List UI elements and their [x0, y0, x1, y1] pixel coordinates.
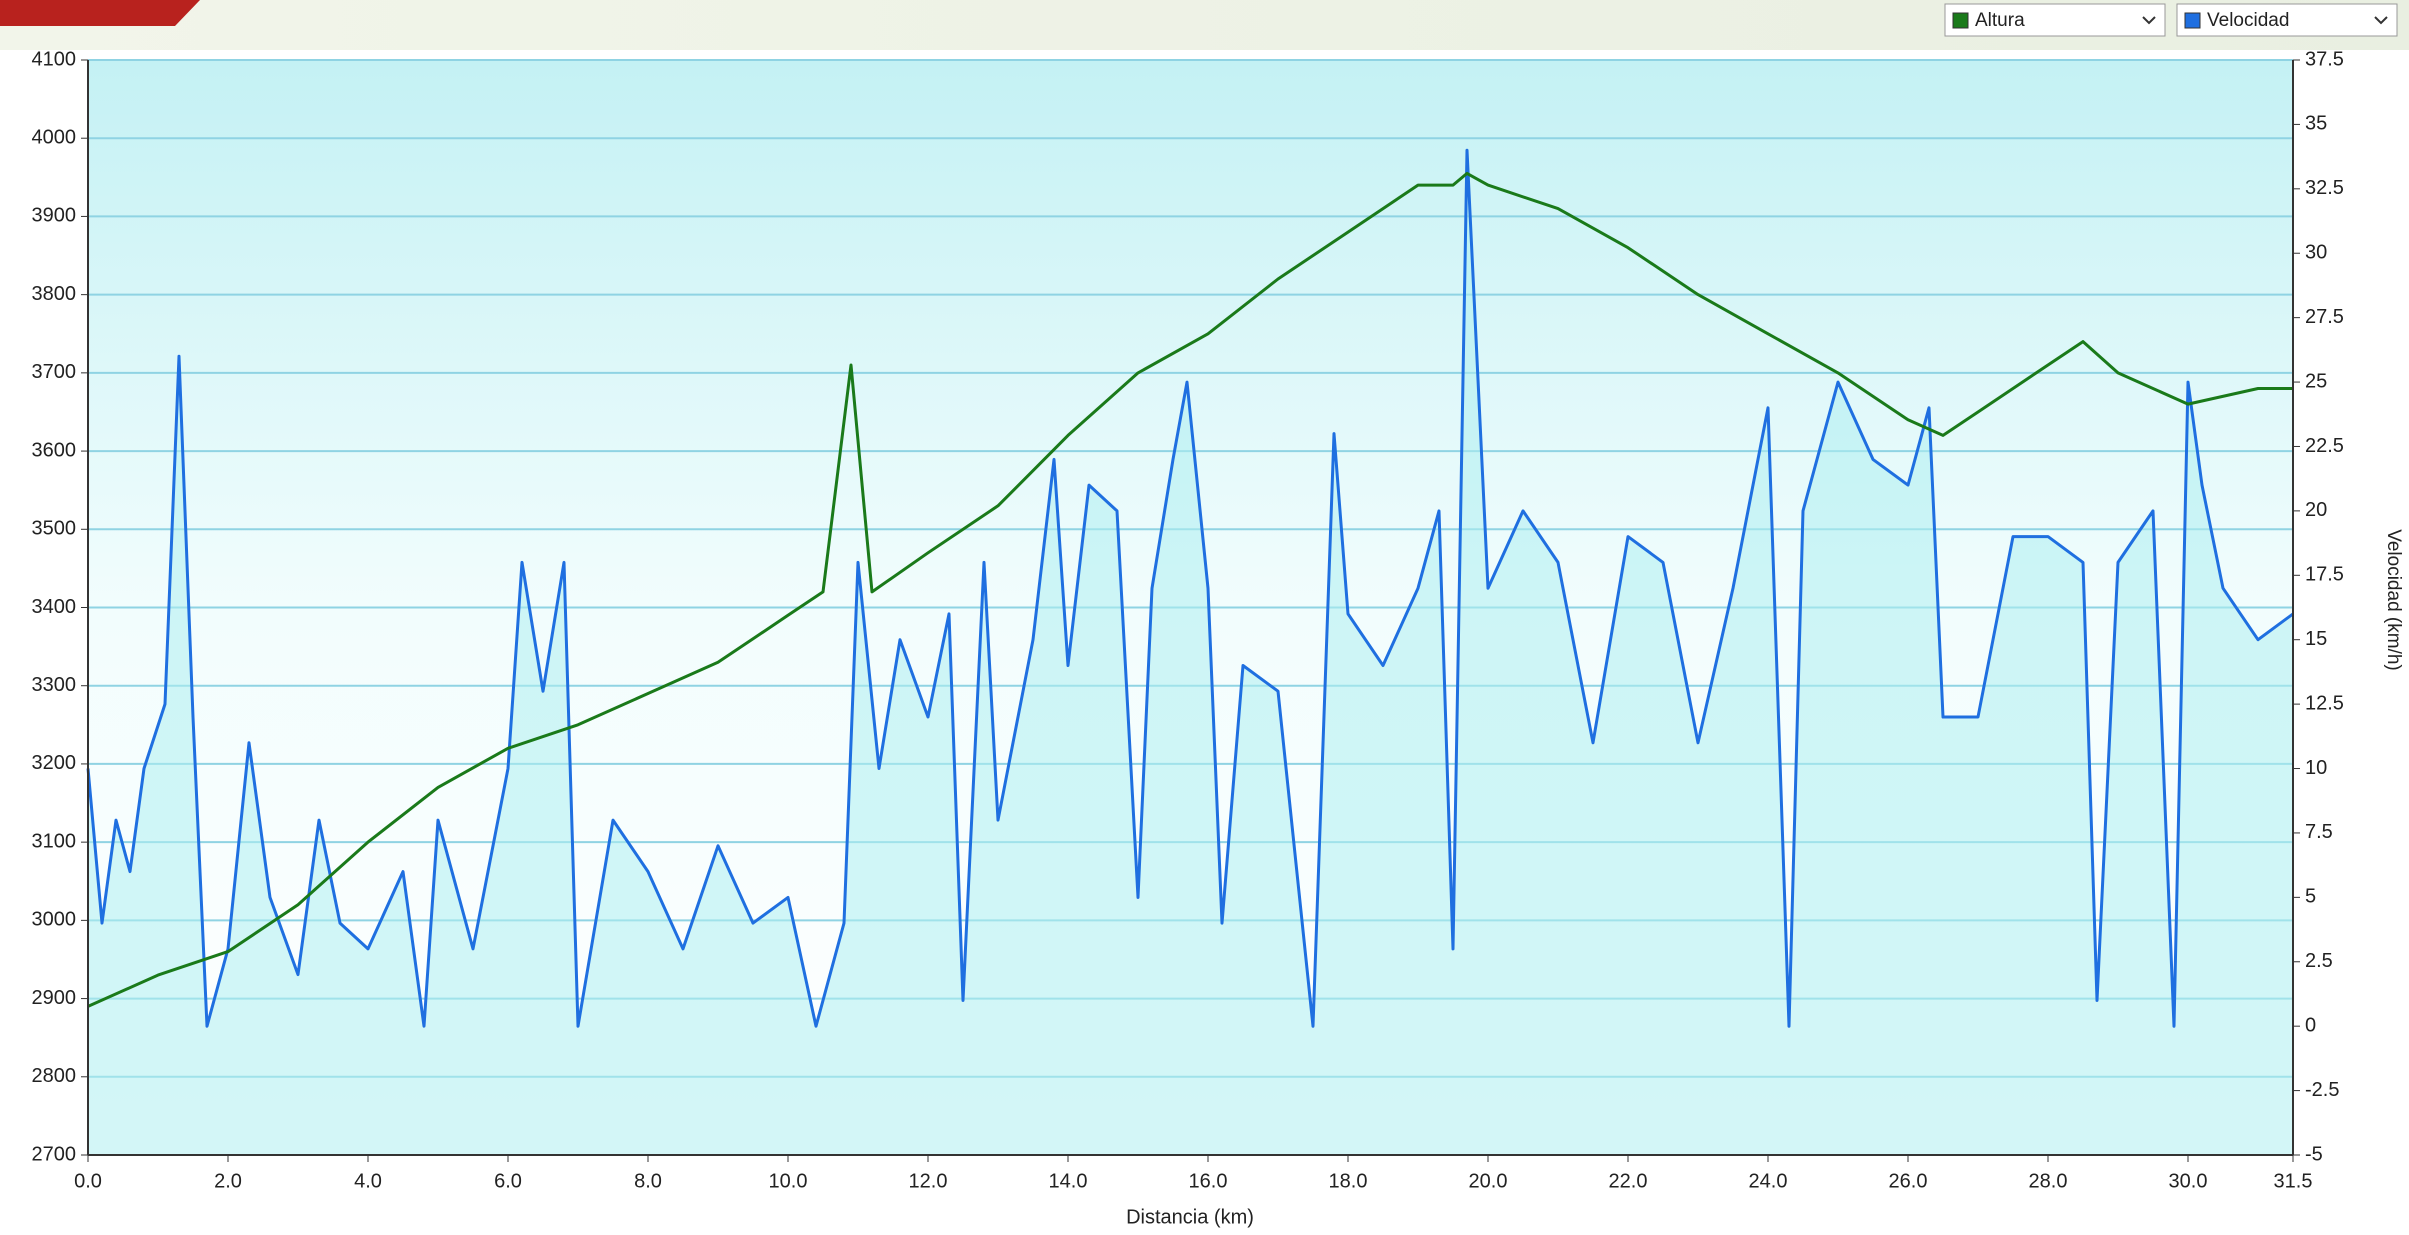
legend-box	[1944, 3, 2166, 37]
legend-label: Altura	[1975, 10, 2025, 31]
y-tick-label: 3900	[32, 205, 77, 227]
y2-tick-label: 32.5	[2305, 177, 2344, 199]
y2-tick-label: 10	[2305, 757, 2327, 779]
y-tick-label: 3700	[32, 361, 77, 383]
x-tick-label: 28.0	[2029, 1170, 2068, 1192]
y-tick-label: 3600	[32, 439, 77, 461]
y2-tick-label: 0	[2305, 1014, 2316, 1036]
x-tick-label: 20.0	[1469, 1170, 1508, 1192]
y2-tick-label: 20	[2305, 499, 2327, 521]
y-tick-label: 3200	[32, 752, 77, 774]
y-tick-label: 3100	[32, 830, 77, 852]
x-tick-label: 26.0	[1889, 1170, 1928, 1192]
x-tick-label: 16.0	[1189, 1170, 1228, 1192]
y2-tick-label: 7.5	[2305, 821, 2333, 843]
x-tick-label: 24.0	[1749, 1170, 1788, 1192]
y2-tick-label: 17.5	[2305, 564, 2344, 586]
legend-label: Velocidad	[2207, 10, 2289, 31]
line	[87, 171, 2293, 1008]
y2-axis-label: Velocidad (km/h)	[2383, 529, 2404, 671]
y-tick-label: 4100	[32, 48, 77, 70]
corner-decoration	[0, 0, 200, 26]
x-tick-label: 12.0	[909, 1170, 948, 1192]
y2-tick-label: 5	[2305, 886, 2316, 908]
y-tick-label: 3300	[32, 674, 77, 696]
y-tick-label: 2900	[32, 987, 77, 1009]
y2-tick-label: 37.5	[2305, 48, 2344, 70]
y2-tick-label: 2.5	[2305, 950, 2333, 972]
y-tick-label: 3800	[32, 283, 77, 305]
y2-tick-label: 15	[2305, 628, 2327, 650]
y2-tick-label: 30	[2305, 242, 2327, 264]
x-tick-label: 8.0	[634, 1170, 662, 1192]
y2-tick-label: 27.5	[2305, 306, 2344, 328]
area	[88, 150, 2293, 1155]
x-tick-label: 14.0	[1049, 1170, 1088, 1192]
y-tick-label: 2800	[32, 1065, 77, 1087]
legend-arrow	[2374, 16, 2388, 25]
x-tick-label: 10.0	[769, 1170, 808, 1192]
y-tick-label: 3400	[32, 596, 77, 618]
y2-tick-label: 35	[2305, 113, 2327, 135]
y-tick-label: 3000	[32, 909, 77, 931]
x-tick-label: 22.0	[1609, 1170, 1648, 1192]
x-tick-label: 2.0	[214, 1170, 242, 1192]
y2-tick-label: 12.5	[2305, 692, 2344, 714]
x-axis-label: Distancia (km)	[1126, 1206, 1254, 1228]
y2-tick-label: 22.5	[2305, 435, 2344, 457]
y2-tick-label: -5	[2305, 1143, 2323, 1165]
legend-swatch	[1952, 12, 1969, 29]
x-tick-label: 0.0	[74, 1170, 102, 1192]
x-tick-label: 30.0	[2169, 1170, 2208, 1192]
x-tick-label: 4.0	[354, 1170, 382, 1192]
y2-tick-label: 25	[2305, 370, 2327, 392]
y-tick-label: 4000	[32, 126, 77, 148]
legend-swatch	[2184, 12, 2201, 29]
x-tick-label: 18.0	[1329, 1170, 1368, 1192]
y-tick-label: 2700	[32, 1143, 77, 1165]
line	[86, 148, 2294, 1028]
y2-tick-label: -2.5	[2305, 1079, 2339, 1101]
x-tick-label: 6.0	[494, 1170, 522, 1192]
legend-arrow	[2142, 16, 2156, 25]
x-tick-label: 31.5	[2274, 1170, 2313, 1192]
y-tick-label: 3500	[32, 518, 77, 540]
legend-box	[2176, 3, 2398, 37]
